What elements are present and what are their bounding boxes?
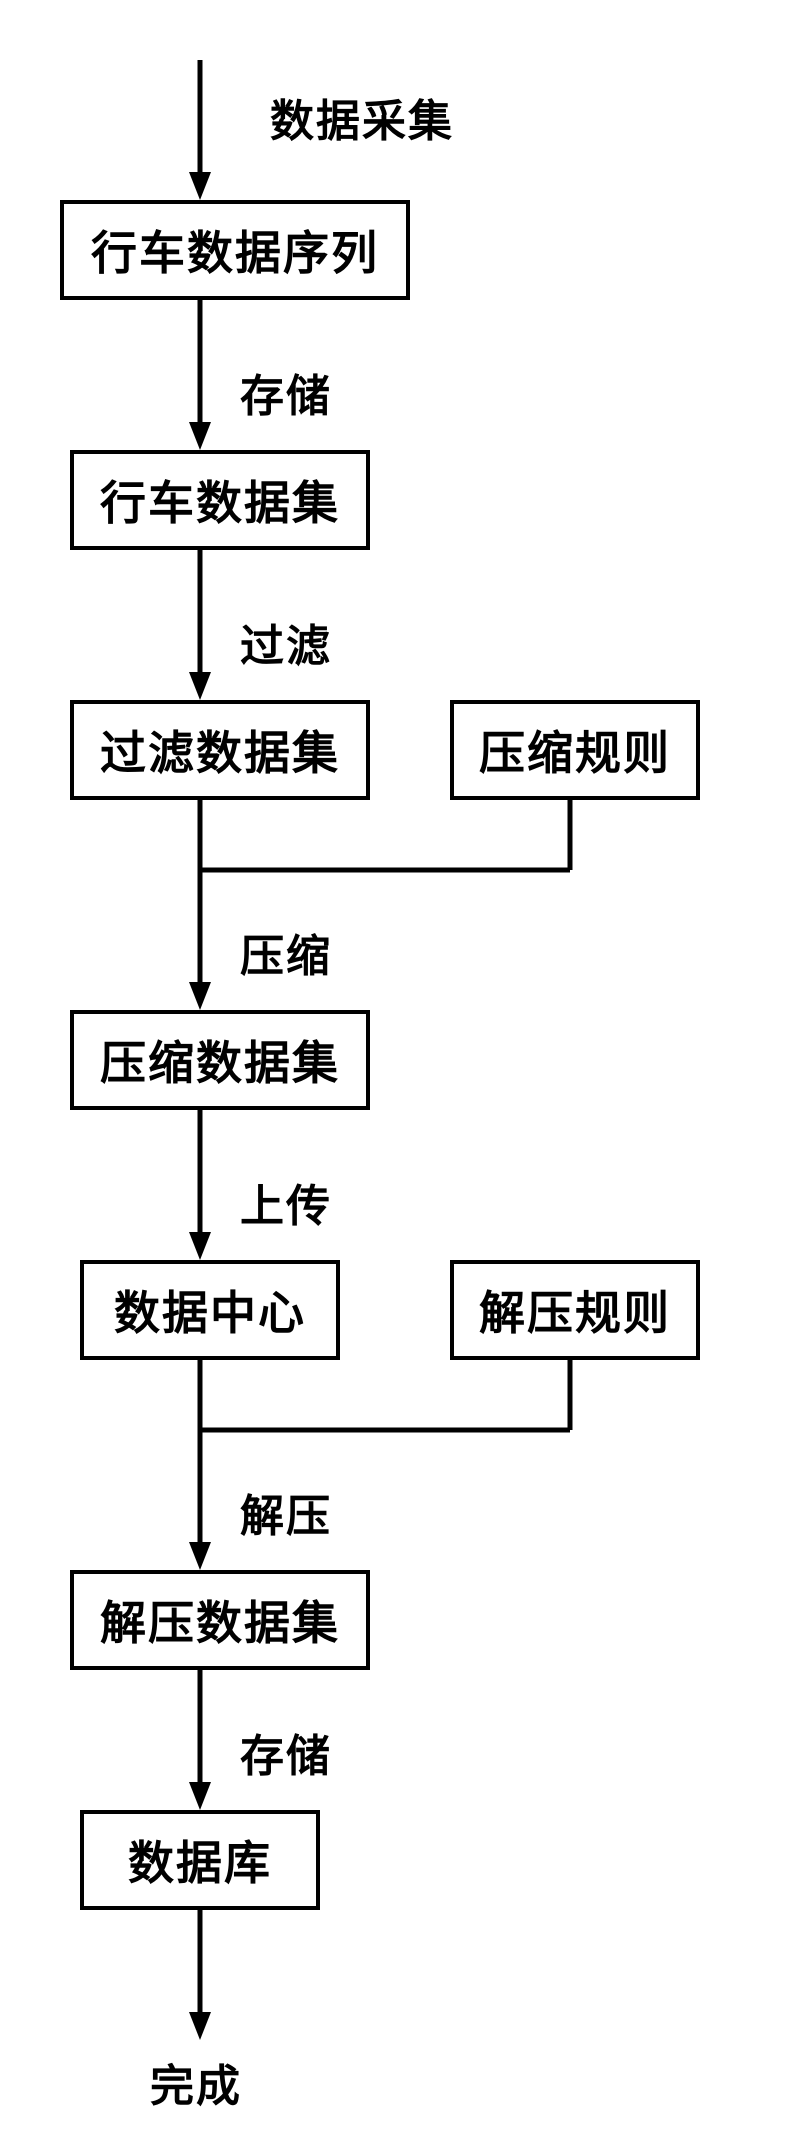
label-l6: 存储 — [240, 1720, 332, 1784]
box-b9: 数据库 — [80, 1810, 320, 1910]
box-b6: 数据中心 — [80, 1260, 340, 1360]
arrowhead-icon — [189, 2012, 211, 2040]
box-b1: 行车数据序列 — [60, 200, 410, 300]
label-l4: 上传 — [240, 1170, 332, 1234]
box-b7: 解压规则 — [450, 1260, 700, 1360]
label-l2: 过滤 — [240, 610, 332, 674]
box-b4: 压缩规则 — [450, 700, 700, 800]
label-l1: 存储 — [240, 360, 332, 424]
arrowhead-icon — [189, 172, 211, 200]
arrowhead-icon — [189, 1782, 211, 1810]
label-l0: 数据采集 — [270, 85, 454, 149]
box-b8: 解压数据集 — [70, 1570, 370, 1670]
arrowhead-icon — [189, 422, 211, 450]
box-b3: 过滤数据集 — [70, 700, 370, 800]
label-l3: 压缩 — [240, 920, 332, 984]
flowchart-canvas: 行车数据序列行车数据集过滤数据集压缩规则压缩数据集数据中心解压规则解压数据集数据… — [0, 0, 800, 2153]
arrowhead-icon — [189, 1232, 211, 1260]
box-b5: 压缩数据集 — [70, 1010, 370, 1110]
arrowhead-icon — [189, 982, 211, 1010]
label-l5: 解压 — [240, 1480, 332, 1544]
arrowhead-icon — [189, 672, 211, 700]
box-b2: 行车数据集 — [70, 450, 370, 550]
arrowhead-icon — [189, 1542, 211, 1570]
label-l7: 完成 — [150, 2050, 242, 2114]
